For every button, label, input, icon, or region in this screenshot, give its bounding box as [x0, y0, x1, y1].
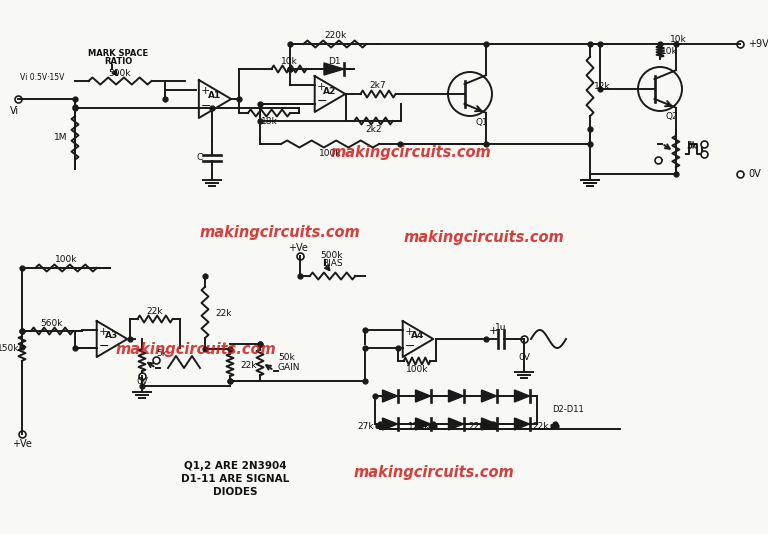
Text: BIAS: BIAS	[322, 260, 343, 269]
Text: 5k: 5k	[687, 142, 697, 151]
Text: makingcircuits.com: makingcircuits.com	[403, 230, 564, 245]
Text: makingcircuits.com: makingcircuits.com	[115, 342, 276, 357]
Text: makingcircuits.com: makingcircuits.com	[200, 225, 361, 240]
Text: 0V: 0V	[518, 354, 530, 363]
Polygon shape	[415, 418, 431, 430]
Text: 12k: 12k	[594, 82, 611, 91]
Text: Q2: Q2	[665, 113, 677, 122]
Text: −: −	[405, 340, 415, 352]
Text: 150k: 150k	[0, 344, 19, 353]
Text: 22k: 22k	[215, 309, 231, 318]
Text: A3: A3	[105, 332, 118, 341]
Text: +: +	[317, 82, 326, 92]
Polygon shape	[324, 63, 344, 75]
Polygon shape	[415, 390, 431, 402]
Text: +: +	[405, 327, 415, 337]
Text: A1: A1	[208, 91, 222, 100]
Polygon shape	[482, 418, 496, 430]
Text: DIODES: DIODES	[213, 487, 257, 497]
Text: 10k: 10k	[280, 57, 297, 66]
Text: 1u: 1u	[495, 323, 507, 332]
Text: 27k: 27k	[358, 422, 374, 431]
Text: 100k: 100k	[406, 365, 429, 374]
Text: −: −	[316, 95, 327, 107]
Text: −: −	[200, 100, 211, 113]
Text: +: +	[201, 87, 210, 97]
Text: 2k7: 2k7	[369, 82, 386, 90]
Text: 1M: 1M	[55, 134, 68, 143]
Text: +9V: +9V	[748, 39, 768, 49]
Text: 2k2: 2k2	[366, 125, 382, 135]
Text: 120k: 120k	[408, 422, 430, 431]
Text: 10k: 10k	[660, 47, 677, 56]
Text: 18k: 18k	[260, 117, 277, 127]
Text: +Ve: +Ve	[12, 439, 32, 449]
Text: 100k: 100k	[55, 255, 78, 264]
Polygon shape	[449, 390, 464, 402]
Text: −: −	[98, 340, 109, 352]
Text: +: +	[488, 326, 498, 336]
Text: 22k: 22k	[240, 360, 257, 370]
Polygon shape	[449, 418, 464, 430]
Text: D1: D1	[328, 57, 340, 66]
Text: 500k: 500k	[321, 252, 343, 261]
Text: 22k: 22k	[533, 422, 549, 431]
Polygon shape	[515, 418, 529, 430]
Text: 0V: 0V	[748, 169, 761, 179]
Text: D1-11 ARE SIGNAL: D1-11 ARE SIGNAL	[181, 474, 289, 484]
Text: makingcircuits.com: makingcircuits.com	[330, 145, 492, 160]
Text: MARK SPACE: MARK SPACE	[88, 49, 148, 58]
Text: 220k: 220k	[468, 422, 490, 431]
Text: 500k: 500k	[109, 69, 131, 78]
Text: +Ve: +Ve	[288, 243, 308, 253]
Text: Vi 0.5V·15V: Vi 0.5V·15V	[20, 73, 65, 82]
Text: 10k: 10k	[670, 35, 687, 43]
Text: 220k: 220k	[324, 30, 346, 40]
Text: 5k: 5k	[686, 142, 697, 151]
Polygon shape	[382, 418, 398, 430]
Text: 560k: 560k	[41, 318, 63, 327]
Text: 50k: 50k	[278, 354, 295, 363]
Text: Q1,2 ARE 2N3904: Q1,2 ARE 2N3904	[184, 461, 286, 471]
Text: +: +	[99, 327, 108, 337]
Polygon shape	[482, 390, 496, 402]
Text: GAIN: GAIN	[278, 364, 300, 373]
Text: Vi: Vi	[9, 106, 18, 116]
Text: RATIO: RATIO	[104, 57, 132, 66]
Text: 22k: 22k	[147, 307, 164, 316]
Text: A4: A4	[412, 332, 425, 341]
Text: 100k: 100k	[319, 148, 341, 158]
Text: Q1: Q1	[475, 117, 488, 127]
Polygon shape	[515, 390, 529, 402]
Text: 5k: 5k	[156, 349, 167, 358]
Text: D2-D11: D2-D11	[552, 405, 584, 414]
Text: A2: A2	[323, 87, 336, 96]
Text: C: C	[197, 153, 203, 161]
Text: makingcircuits.com: makingcircuits.com	[353, 465, 515, 480]
Text: 0V: 0V	[136, 378, 148, 387]
Polygon shape	[382, 390, 398, 402]
